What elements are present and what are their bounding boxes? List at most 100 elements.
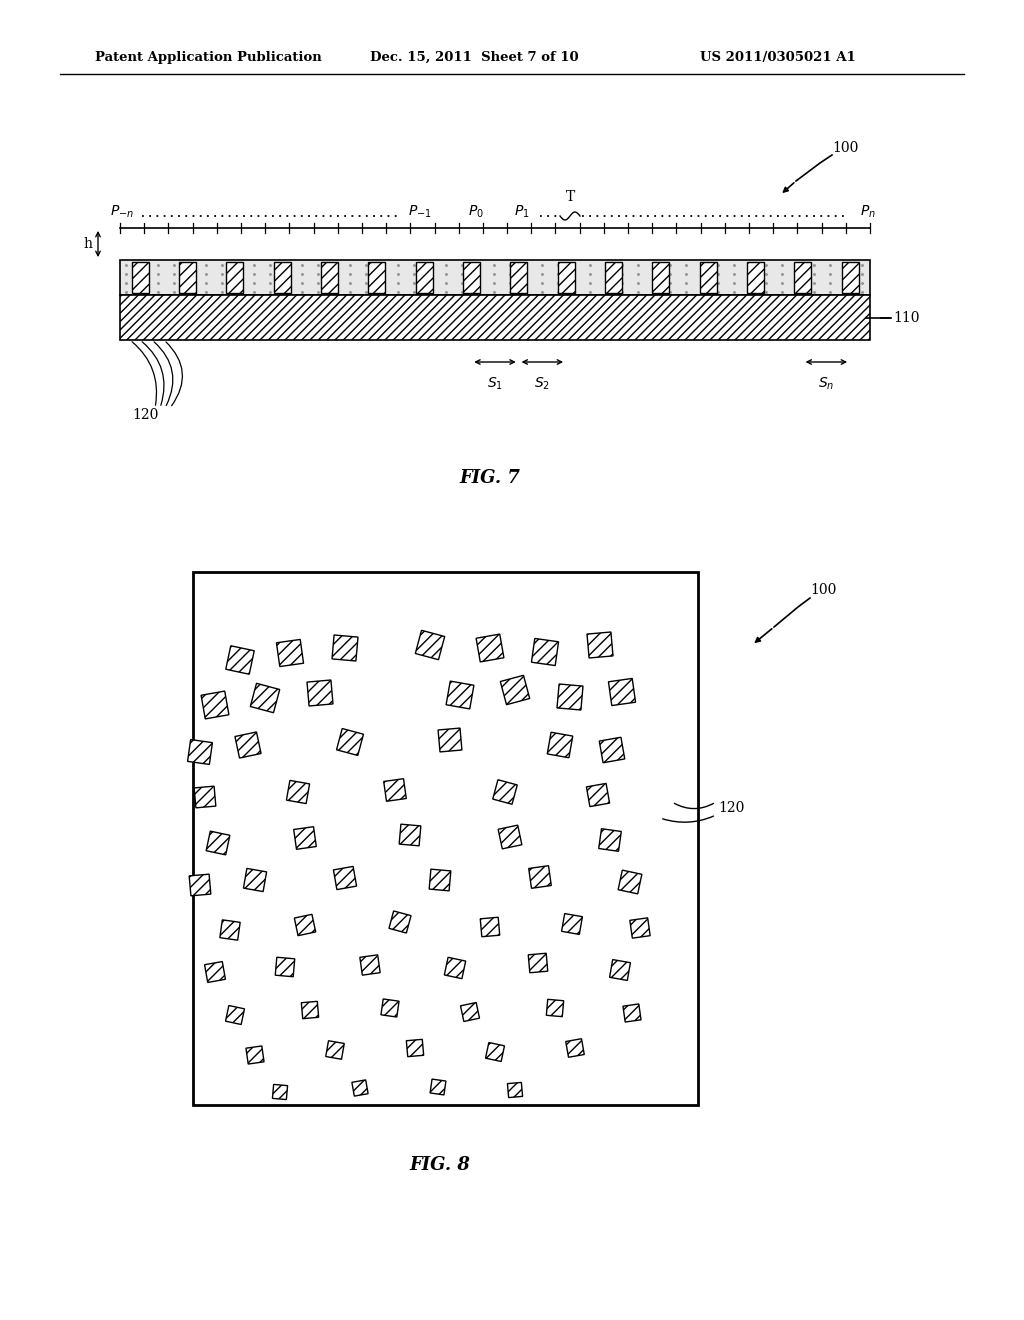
Polygon shape [352,1080,368,1096]
Polygon shape [276,639,303,667]
Polygon shape [250,684,280,713]
Polygon shape [608,678,636,706]
Polygon shape [326,1040,344,1059]
Text: 100: 100 [810,583,837,597]
Bar [179,261,196,293]
Bar [321,261,338,293]
Text: 100: 100 [831,141,858,154]
Bar [273,261,291,293]
Text: T: T [565,190,574,205]
Text: $P_{-n}$: $P_{-n}$ [110,203,134,220]
Polygon shape [244,869,266,891]
Polygon shape [220,920,241,940]
Text: $P_{-1}$: $P_{-1}$ [409,203,432,220]
Bar [193,572,698,1105]
Polygon shape [246,1045,264,1064]
Polygon shape [630,917,650,939]
Polygon shape [485,1043,505,1061]
Polygon shape [565,1039,585,1057]
Bar [131,261,148,293]
Polygon shape [623,1005,641,1022]
Text: FIG. 8: FIG. 8 [410,1156,470,1173]
Text: h: h [84,238,92,251]
Text: Patent Application Publication: Patent Application Publication [95,50,322,63]
Bar [605,261,622,293]
Polygon shape [187,739,212,764]
Polygon shape [561,913,583,935]
Polygon shape [389,911,411,933]
Polygon shape [399,824,421,846]
Polygon shape [587,632,613,657]
Polygon shape [334,866,356,890]
Bar [842,261,858,293]
Polygon shape [498,825,522,849]
Bar [120,294,870,341]
Text: 110: 110 [893,312,920,325]
Text: $S_2$: $S_2$ [535,376,550,392]
Text: 120: 120 [132,408,158,422]
Text: $P_{1}$: $P_{1}$ [514,203,529,220]
Polygon shape [587,783,609,807]
Polygon shape [557,684,583,710]
Polygon shape [307,680,333,706]
Bar [226,261,243,293]
Bar [369,261,385,293]
Polygon shape [384,779,407,801]
Text: Dec. 15, 2011  Sheet 7 of 10: Dec. 15, 2011 Sheet 7 of 10 [370,50,579,63]
Polygon shape [480,917,500,937]
Polygon shape [461,1002,479,1022]
Polygon shape [294,915,315,936]
Polygon shape [618,870,642,894]
Polygon shape [446,681,474,709]
Polygon shape [234,733,261,758]
Polygon shape [359,954,380,975]
Polygon shape [438,729,462,752]
Polygon shape [225,645,254,675]
Polygon shape [275,957,295,977]
Text: $P_{n}$: $P_{n}$ [860,203,876,220]
Polygon shape [429,869,451,891]
Polygon shape [430,1078,445,1094]
Bar [557,261,574,293]
Polygon shape [381,999,399,1016]
Bar [120,260,870,294]
Polygon shape [599,738,625,763]
Bar [510,261,527,293]
Polygon shape [206,832,229,855]
Polygon shape [547,733,572,758]
Polygon shape [531,639,558,665]
Polygon shape [287,780,309,804]
Text: $P_{0}$: $P_{0}$ [468,203,484,220]
Text: $S_n$: $S_n$ [818,376,835,392]
Polygon shape [528,866,551,888]
Text: US 2011/0305021 A1: US 2011/0305021 A1 [700,50,856,63]
Polygon shape [416,631,444,660]
Bar [652,261,669,293]
Text: $S_1$: $S_1$ [487,376,503,392]
Polygon shape [493,780,517,804]
Polygon shape [407,1039,424,1057]
Polygon shape [501,676,529,705]
Bar [795,261,811,293]
Polygon shape [609,960,631,981]
Polygon shape [294,826,316,849]
Bar [416,261,432,293]
Polygon shape [195,787,216,808]
Text: 120: 120 [718,801,744,814]
Polygon shape [205,961,225,982]
Bar [699,261,717,293]
Bar [463,261,480,293]
Bar [746,261,764,293]
Polygon shape [444,957,466,978]
Polygon shape [189,874,211,896]
Polygon shape [225,1006,245,1024]
Text: FIG. 7: FIG. 7 [460,469,520,487]
Polygon shape [528,953,548,973]
Polygon shape [337,729,364,755]
Polygon shape [301,1002,318,1019]
Polygon shape [599,829,622,851]
Polygon shape [201,692,229,719]
Polygon shape [272,1085,288,1100]
Polygon shape [547,999,563,1016]
Polygon shape [476,634,504,661]
